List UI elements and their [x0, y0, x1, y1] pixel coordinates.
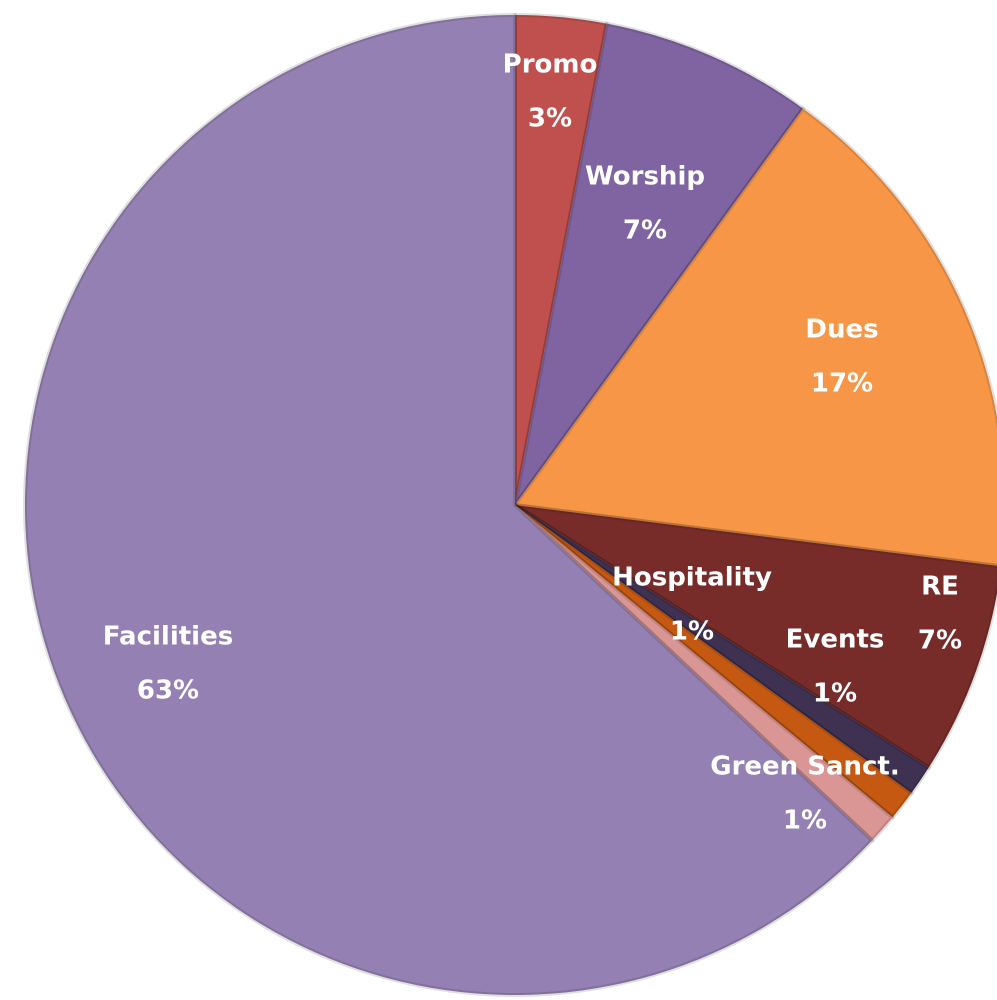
slice-value-label: 3%: [528, 104, 572, 134]
slice-label: Hospitality: [612, 563, 772, 593]
slice-label: Worship: [585, 162, 705, 192]
pie-slice: [513, 503, 931, 796]
pie-slice: [513, 503, 997, 770]
pie-slice: [513, 503, 914, 820]
slice-value-label: 7%: [918, 626, 962, 656]
slice-label: Promo: [503, 50, 598, 80]
pie-slice: [513, 503, 895, 843]
slice-label: Dues: [805, 315, 878, 345]
pie-slice: [513, 106, 997, 568]
slice-label: Facilities: [103, 622, 233, 652]
pie-slice: [513, 21, 806, 507]
pie-slice: [513, 13, 609, 507]
slice-value-label: 1%: [670, 617, 714, 647]
slice-value-label: 17%: [811, 369, 873, 399]
slice-value-label: 1%: [783, 806, 827, 836]
slice-label: Green Sanct.: [710, 752, 900, 782]
slice-label: RE: [921, 572, 959, 602]
slice-value-label: 63%: [137, 676, 199, 706]
slice-label: Events: [786, 625, 885, 655]
pie-slice: [23, 13, 875, 997]
slice-value-label: 1%: [813, 679, 857, 709]
slice-value-label: 7%: [623, 216, 667, 246]
